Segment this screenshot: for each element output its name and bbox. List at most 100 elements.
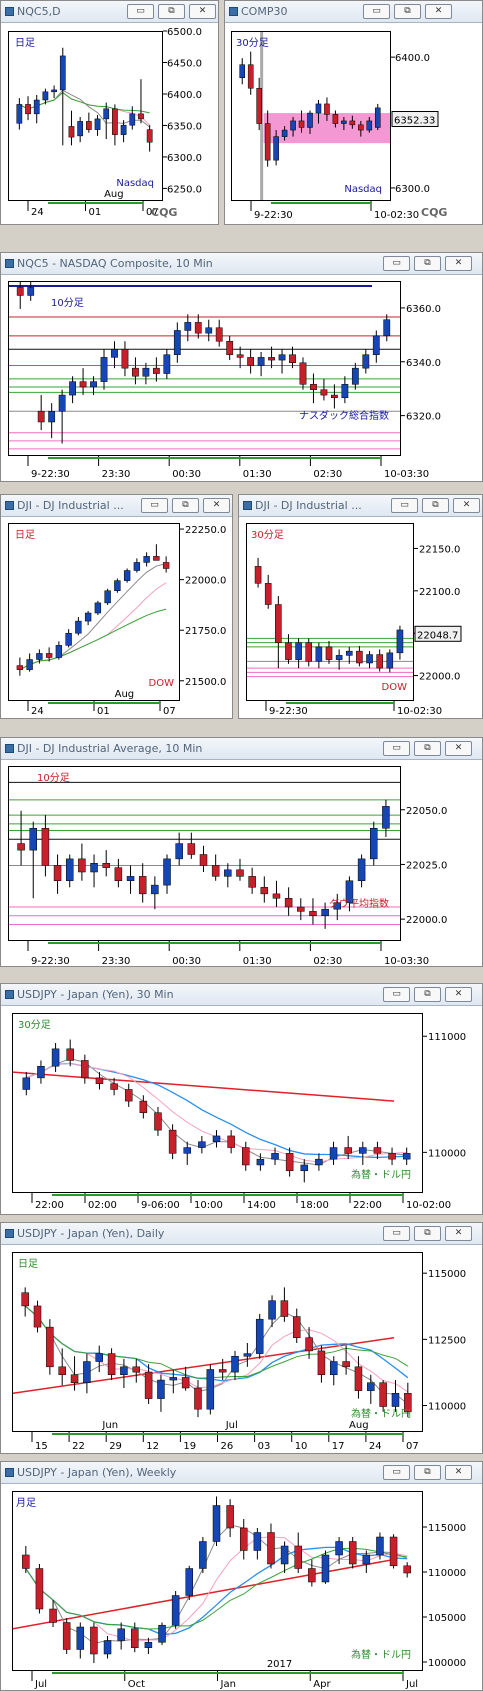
minimize-button[interactable]: ▭: [383, 1465, 410, 1480]
y-tick-label: 6400.0: [167, 90, 202, 101]
candle-body: [181, 1377, 190, 1389]
y-tick-label: 22050.0: [406, 806, 447, 817]
close-button[interactable]: ✕: [445, 1465, 472, 1480]
candle-body: [320, 389, 328, 396]
minimize-button[interactable]: ▭: [383, 987, 410, 1002]
candle-body: [298, 120, 305, 128]
titlebar[interactable]: DJI - DJ Industrial ... ▭ ⧉ ✕: [239, 495, 482, 517]
candle-body: [132, 367, 139, 377]
restore-button[interactable]: ⧉: [414, 1226, 441, 1241]
candle-body: [315, 646, 323, 662]
candle-body: [163, 354, 171, 374]
candle-body: [132, 1366, 141, 1373]
candle-body: [152, 367, 160, 374]
candle-body: [133, 562, 141, 571]
minimize-button[interactable]: ▭: [383, 1226, 410, 1241]
titlebar[interactable]: DJI - DJ Industrial ... ▭ ⧉ ✕: [1, 495, 232, 517]
candle-body: [90, 381, 97, 388]
restore-button[interactable]: ⧉: [414, 1465, 441, 1480]
restore-button[interactable]: ⧉: [394, 4, 421, 19]
close-button[interactable]: ✕: [445, 987, 472, 1002]
candle-body: [114, 580, 121, 591]
timeframe-label: 30分足: [236, 37, 269, 49]
candle-body: [37, 410, 45, 423]
candle-body: [218, 1369, 227, 1373]
close-button[interactable]: ✕: [425, 4, 452, 19]
restore-button[interactable]: ⧉: [172, 498, 199, 513]
minimize-button[interactable]: ▭: [383, 741, 410, 756]
moving-average-line: [24, 1305, 409, 1405]
cqg-watermark: CQG: [421, 206, 447, 219]
y-tick-label: 22100.0: [419, 587, 460, 598]
candle-body: [376, 1536, 384, 1556]
candle-body: [356, 650, 363, 664]
window-title: NQC5 - NASDAQ Composite, 10 Min: [17, 257, 213, 270]
candle-body: [194, 322, 202, 334]
candle-body: [144, 1642, 153, 1648]
x-tick-label: 18:00: [300, 1200, 329, 1211]
x-tick-label: 26: [221, 1441, 234, 1452]
candle-body: [53, 865, 62, 881]
window-dow-10min: DJI - DJ Industrial Average, 10 Min ▭ ⧉ …: [0, 737, 483, 967]
titlebar[interactable]: DJI - DJ Industrial Average, 10 Min ▭ ⧉ …: [1, 738, 482, 760]
candle-body: [315, 1158, 323, 1166]
candle-body: [199, 1541, 207, 1569]
x-tick-label: Jan: [220, 1679, 236, 1690]
restore-button[interactable]: ⧉: [414, 741, 441, 756]
titlebar[interactable]: USDJPY - Japan (Yen), 30 Min ▭ ⧉ ✕: [1, 984, 482, 1006]
titlebar[interactable]: NQC5,D ▭ ⧉ ✕: [1, 1, 218, 23]
titlebar[interactable]: USDJPY - Japan (Yen), Weekly ▭ ⧉ ✕: [1, 1462, 482, 1484]
minimize-button[interactable]: ▭: [363, 4, 390, 19]
x-tick-label: 19: [183, 1441, 196, 1452]
candle-body: [404, 1393, 412, 1413]
minimize-button[interactable]: ▭: [383, 256, 410, 271]
instrument-label: DOW: [149, 678, 175, 689]
y-tick-label: 111000: [428, 1032, 466, 1043]
timeframe-label: 日足: [15, 37, 35, 49]
minimize-button[interactable]: ▭: [391, 498, 418, 513]
window-title: USDJPY - Japan (Yen), Weekly: [17, 1466, 177, 1479]
candle-body: [120, 124, 127, 135]
close-button[interactable]: ✕: [445, 741, 472, 756]
candle-body: [95, 1077, 104, 1084]
minimize-button[interactable]: ▭: [141, 498, 168, 513]
candle-body: [315, 103, 322, 114]
candle-body: [70, 1374, 79, 1383]
y-tick-label: 6250.0: [167, 184, 202, 195]
close-button[interactable]: ✕: [445, 256, 472, 271]
restore-button[interactable]: ⧉: [158, 4, 185, 19]
candle-body: [65, 632, 72, 646]
window-nasdaq-daily: NQC5,D ▭ ⧉ ✕ 日足 Nasdaq 6500.0 6450.0 6400.0…: [0, 0, 219, 225]
candle-body: [33, 99, 40, 115]
candle-body: [144, 1371, 153, 1399]
candle-body: [271, 1153, 279, 1160]
close-button[interactable]: ✕: [445, 1226, 472, 1241]
x-tick-label: 23:30: [102, 469, 131, 480]
titlebar[interactable]: USDJPY - Japan (Yen), Daily ▭ ⧉ ✕: [1, 1223, 482, 1245]
candle-body: [143, 556, 150, 563]
candle-body: [22, 1554, 30, 1569]
close-button[interactable]: ✕: [189, 4, 216, 19]
titlebar[interactable]: COMP30 ▭ ⧉ ✕: [225, 1, 482, 23]
candle-body: [335, 1541, 343, 1556]
close-button[interactable]: ✕: [203, 498, 230, 513]
candle-body: [317, 1350, 326, 1376]
candle-body: [349, 120, 356, 126]
x-tick-label: 23:30: [102, 956, 131, 967]
x-tick-label: Jul: [405, 1679, 418, 1690]
candle-body: [239, 1527, 248, 1551]
restore-button[interactable]: ⧉: [422, 498, 449, 513]
candle-body: [333, 902, 342, 910]
instrument-label: 為替・ドル円: [351, 1648, 411, 1661]
candle-body: [49, 1608, 57, 1623]
x-tick-label: 9-22:30: [31, 469, 70, 480]
moving-average-line: [13, 1336, 395, 1395]
close-button[interactable]: ✕: [453, 498, 480, 513]
minimize-button[interactable]: ▭: [127, 4, 154, 19]
titlebar[interactable]: NQC5 - NASDAQ Composite, 10 Min ▭ ⧉ ✕: [1, 253, 482, 275]
restore-button[interactable]: ⧉: [414, 256, 441, 271]
x-tick-label: 15: [35, 1441, 48, 1452]
restore-button[interactable]: ⧉: [414, 987, 441, 1002]
